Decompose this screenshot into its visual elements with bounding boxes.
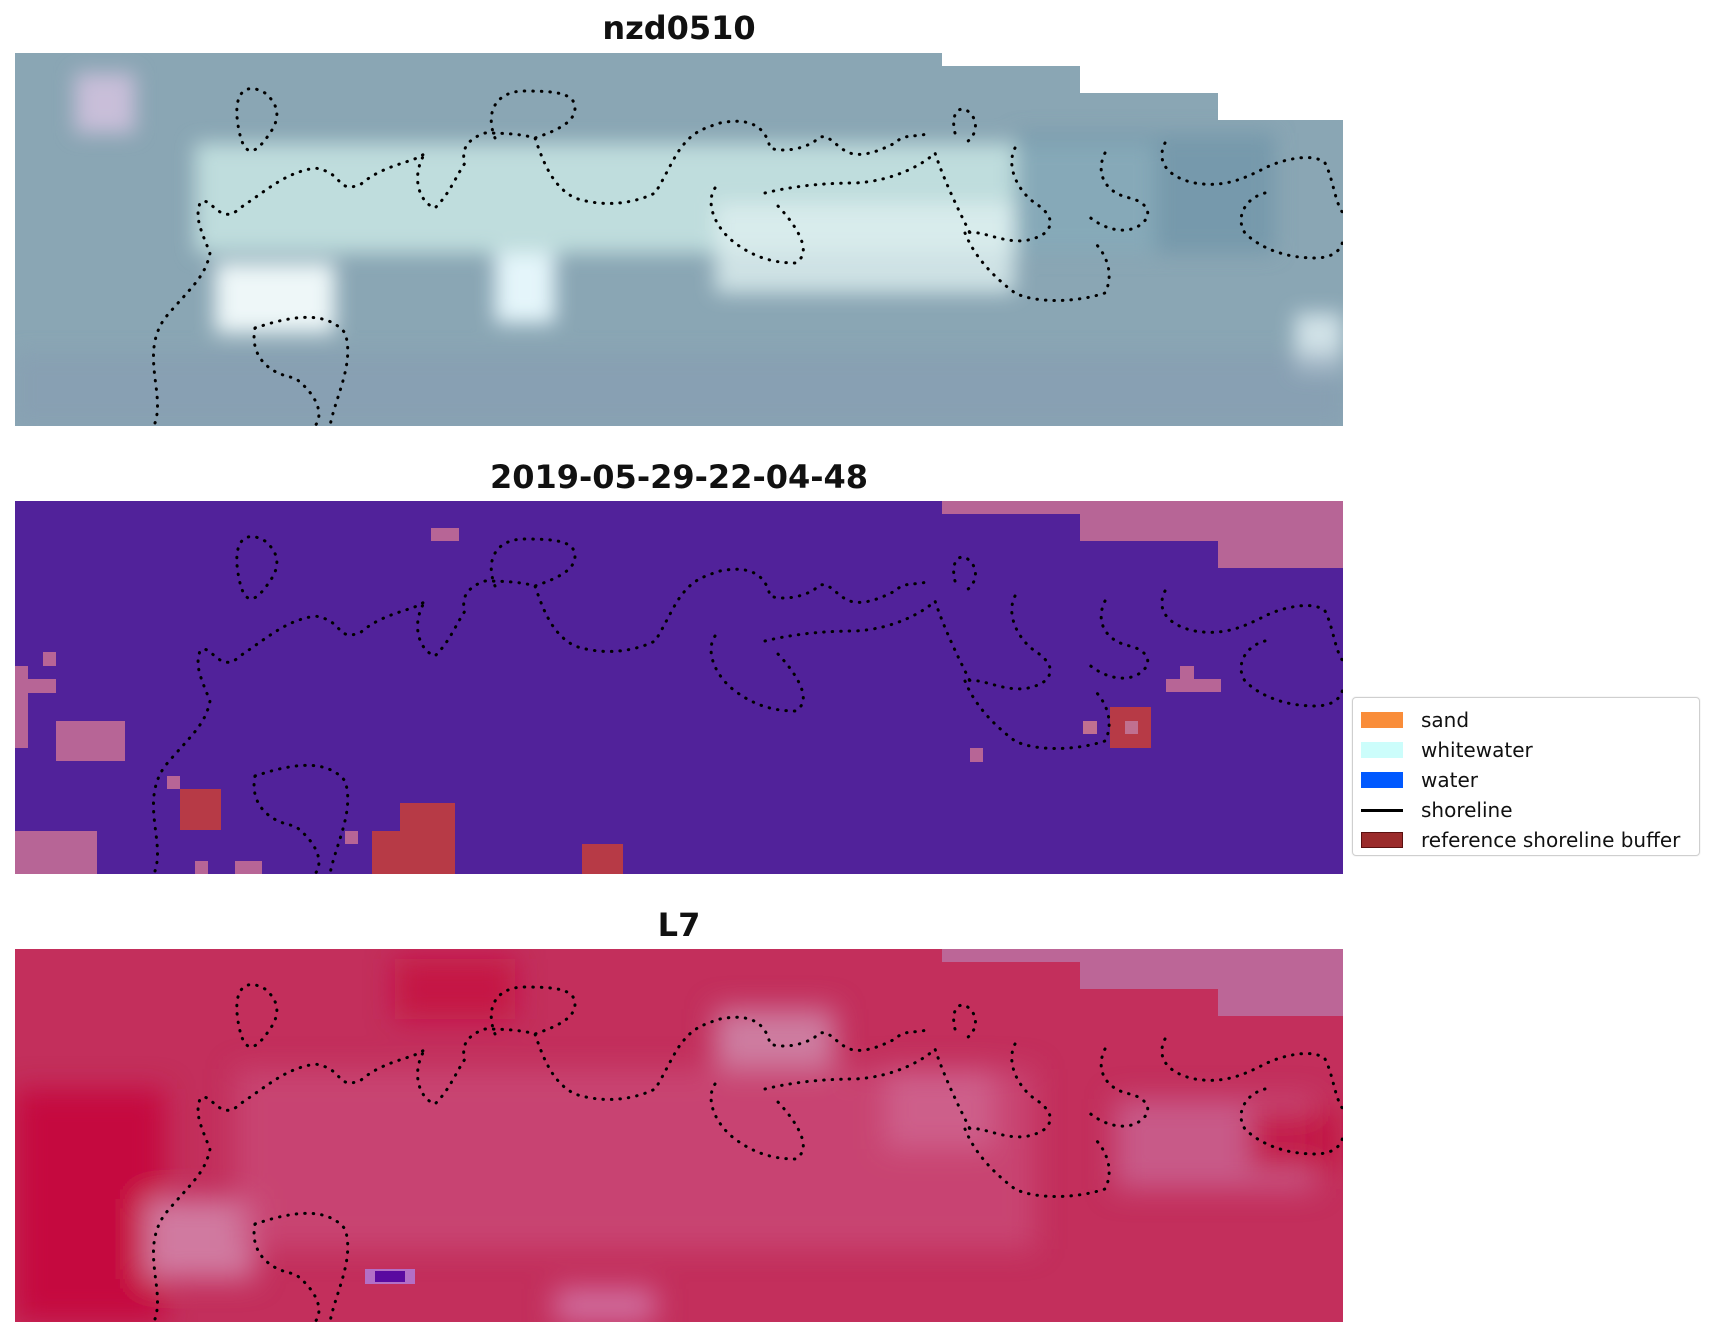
- legend-swatch-reference-buffer: [1361, 832, 1403, 848]
- nodata-region: [15, 501, 1343, 874]
- shoreline-contour: [963, 594, 1052, 691]
- shoreline-contour: [763, 1046, 972, 1131]
- nodata-mask: [942, 53, 1343, 120]
- falsecolor-image: [15, 949, 1343, 1322]
- shoreline-contour: [235, 535, 279, 601]
- shoreline-overlay: [152, 983, 1343, 1322]
- shoreline-contour: [152, 567, 932, 873]
- legend-swatch-whitewater: [1361, 742, 1403, 758]
- rgb-texture: [15, 73, 1343, 426]
- legend-label: sand: [1421, 708, 1470, 732]
- legend-label: shoreline: [1421, 798, 1513, 822]
- classified-image-panel: [15, 501, 1343, 874]
- legend-swatch-shoreline: [1361, 808, 1403, 812]
- shoreline-contour: [709, 186, 805, 265]
- classified-image: [15, 501, 1343, 874]
- shoreline-contour: [253, 1211, 350, 1322]
- shoreline-contour: [709, 634, 805, 713]
- shoreline-overlay: [152, 535, 1343, 874]
- legend-swatch-sand: [1361, 712, 1403, 728]
- shoreline-contour: [253, 315, 350, 426]
- legend-item-water: water: [1361, 766, 1478, 794]
- shoreline-contour: [963, 1127, 1111, 1198]
- rgb-image-panel: [15, 53, 1343, 426]
- legend-item-shoreline: shoreline: [1361, 796, 1513, 824]
- shoreline-contour: [709, 1082, 805, 1161]
- shoreline-contour: [253, 763, 350, 874]
- shoreline-contour: [763, 150, 972, 235]
- panel-title-2: 2019-05-29-22-04-48: [489, 458, 869, 496]
- shoreline-contour: [1083, 1047, 1149, 1128]
- shoreline-contour: [1083, 599, 1149, 680]
- falsecolor-image-panel: [15, 949, 1343, 1322]
- falsecolor-texture: [15, 959, 1340, 1322]
- legend-item-reference-buffer: reference shoreline buffer: [1361, 826, 1680, 854]
- shoreline-contour: [963, 679, 1111, 750]
- shoreline-contour: [489, 985, 577, 1036]
- buffer-region: [180, 707, 1151, 874]
- panel-title-1: nzd0510: [602, 9, 756, 47]
- classified-background: [15, 501, 1343, 874]
- shoreline-contour: [235, 983, 279, 1049]
- legend-label: whitewater: [1421, 738, 1533, 762]
- purple-spot-core: [375, 1271, 405, 1282]
- legend-label: water: [1421, 768, 1478, 792]
- legend-item-whitewater: whitewater: [1361, 736, 1533, 764]
- legend-item-sand: sand: [1361, 706, 1469, 734]
- rgb-image: [15, 53, 1343, 426]
- shoreline-contour: [152, 119, 932, 425]
- legend-label: reference shoreline buffer: [1421, 828, 1681, 852]
- shoreline-contour: [152, 1015, 932, 1321]
- legend: sand whitewater water shoreline referenc…: [1352, 697, 1700, 856]
- shoreline-contour: [1083, 151, 1149, 232]
- shoreline-contour: [963, 231, 1111, 302]
- shoreline-contour: [235, 87, 279, 153]
- nodata-mask: [942, 949, 1343, 1016]
- legend-swatch-water: [1361, 772, 1403, 788]
- shoreline-contour: [963, 1042, 1052, 1139]
- shoreline-contour: [763, 598, 972, 683]
- shoreline-contour: [489, 537, 577, 588]
- shoreline-overlay: [152, 87, 1343, 426]
- shoreline-contour: [489, 89, 577, 140]
- panel-title-3: L7: [657, 906, 701, 944]
- shoreline-contour: [963, 146, 1052, 243]
